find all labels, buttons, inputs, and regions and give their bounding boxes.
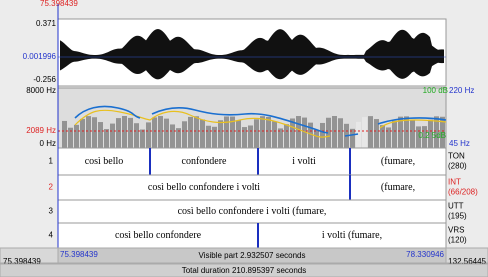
- intensity-max: 100 dB: [423, 86, 448, 95]
- spectrogram-band: [158, 116, 163, 148]
- spectrogram-band: [170, 124, 175, 148]
- spectrogram-band: [122, 116, 127, 148]
- interval-label[interactable]: i volti (fumare,: [322, 230, 382, 241]
- tier-count: (195): [448, 212, 467, 221]
- tier-number: 3: [49, 207, 54, 216]
- spectrogram-band: [140, 130, 145, 148]
- interval-label[interactable]: così bello confondere i volti: [148, 182, 260, 193]
- spectrogram-band: [110, 124, 115, 148]
- spectrogram-band: [236, 120, 241, 148]
- spectrogram-band: [152, 117, 157, 148]
- visible-part: Visible part 2.932507 seconds: [198, 251, 305, 260]
- tier-number: 1: [49, 157, 54, 166]
- spectrogram-band: [74, 125, 79, 148]
- freq-cursor: 2089 Hz: [26, 126, 56, 135]
- spectrogram-band: [332, 116, 337, 148]
- spectrogram-band: [134, 123, 139, 148]
- intensity-min: 0.2 5dB: [418, 131, 446, 140]
- spectrogram-band: [212, 127, 217, 148]
- spectrogram-band: [272, 121, 277, 148]
- spectrogram-band: [242, 127, 247, 148]
- spectrogram-band: [200, 119, 205, 148]
- spectrogram-band: [350, 129, 355, 148]
- interval-label[interactable]: così bello confondere i volti (fumare,: [178, 206, 327, 217]
- spectrogram-band: [296, 116, 301, 148]
- spectrogram-band: [248, 125, 253, 148]
- spectrogram-band: [146, 122, 151, 148]
- spectrogram-band: [410, 120, 415, 148]
- spectrogram-band: [266, 117, 271, 148]
- tier-name: INT: [448, 178, 461, 187]
- spectrogram-band: [314, 130, 319, 148]
- spectrogram-band: [284, 124, 289, 148]
- page: {"header":{"cursor_time":"75.398439"}, "…: [0, 0, 488, 277]
- spectrogram-band: [188, 117, 193, 148]
- tier-name: TON: [448, 152, 465, 161]
- spectrogram-band: [92, 117, 97, 148]
- pitch-max: 220 Hz: [449, 86, 474, 95]
- cursor-time: 75.398439: [40, 0, 78, 8]
- spectrogram-band: [362, 117, 367, 148]
- tier-count: (120): [448, 236, 467, 245]
- spectrogram-band: [218, 120, 223, 148]
- total-duration: Total duration 210.895397 seconds: [182, 266, 307, 275]
- tier-count: (280): [448, 162, 467, 171]
- spectrogram-band: [194, 116, 199, 148]
- tier-name: UTT: [448, 202, 464, 211]
- wave-min: -0.256: [33, 75, 56, 84]
- spectrogram-band: [224, 116, 229, 148]
- visible-end: 78.330946: [406, 250, 444, 259]
- tier-number: 4: [49, 231, 54, 240]
- freq-min: 0 Hz: [40, 139, 56, 148]
- spectrogram-band: [80, 119, 85, 148]
- interval-label[interactable]: così bello: [85, 156, 124, 167]
- spectrogram-band: [338, 118, 343, 148]
- spectrogram-band: [86, 116, 91, 148]
- interval-label[interactable]: (fumare,: [381, 156, 415, 167]
- tier-number: 2: [49, 183, 54, 192]
- spectrogram-band: [182, 121, 187, 148]
- tier-name: VRS: [448, 226, 464, 235]
- spectrogram-band: [104, 129, 109, 148]
- spectrogram-band: [98, 122, 103, 148]
- wave-max: 0.371: [36, 19, 57, 28]
- spectrogram-band: [320, 123, 325, 148]
- pitch-min: 45 Hz: [449, 139, 470, 148]
- interval-label[interactable]: i volti: [292, 156, 316, 167]
- spectrogram-band: [206, 126, 211, 148]
- freq-max: 8000 Hz: [26, 86, 56, 95]
- editor: 75.398439 0.371 0.001996 -0.256 8000 Hz …: [0, 0, 488, 277]
- spectrogram-band: [116, 118, 121, 148]
- spectrogram-band: [368, 116, 373, 148]
- tiers: 1 TON(280) così bello confondere i volti (fum…: [49, 148, 479, 248]
- wave-cursor: 0.001996: [23, 52, 57, 61]
- visible-start: 75.398439: [60, 250, 98, 259]
- spectrogram-band: [260, 116, 265, 148]
- interval-label[interactable]: così bello confondere: [115, 230, 202, 241]
- spectrogram-band: [254, 119, 259, 148]
- tier-count: (66/208): [448, 188, 478, 197]
- spectrogram-band: [380, 125, 385, 148]
- spectrogram-band: [128, 118, 133, 148]
- interval-label[interactable]: (fumare,: [381, 182, 415, 193]
- spectrogram-band: [164, 119, 169, 148]
- interval-label[interactable]: confondere: [182, 156, 228, 167]
- spectrogram-band: [62, 121, 67, 148]
- spectrogram-band: [392, 121, 397, 148]
